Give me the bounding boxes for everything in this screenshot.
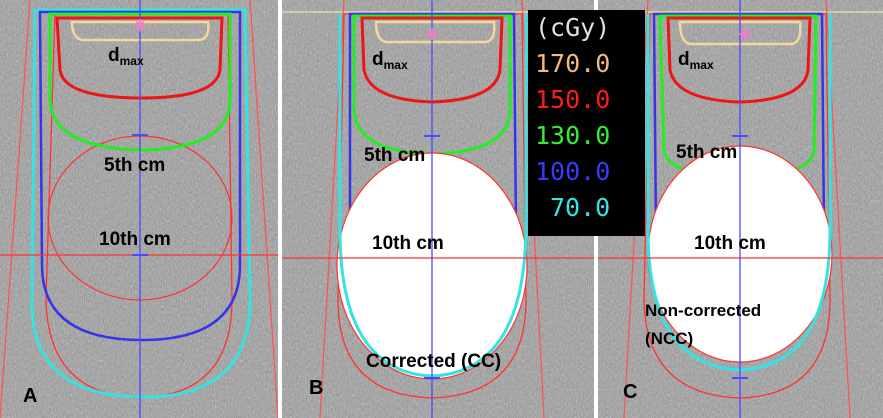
panel-a-image [0,0,278,418]
legend-entry-70: 70.0 [550,193,611,222]
depth-10-label: 10th cm [372,233,444,254]
dmax-label: dmax [108,45,144,68]
isodose-70-line [30,8,252,399]
depth-10-label: 10th cm [694,233,766,254]
isodose-170-line [374,20,496,44]
depth-5-label: 5th cm [676,142,738,163]
legend-entry-170: 170.0 [535,49,611,78]
legend-entry-130: 130.0 [535,121,611,150]
legend-unit: (cGy) [535,13,611,42]
dmax-star-icon [426,28,438,40]
dmax-star-icon [134,19,146,31]
panel-c: dmax 5th cm 10th cm Non-corrected (NCC) … [598,0,883,418]
corrected-label: Corrected (CC) [366,351,502,372]
depth-5-label: 5th cm [364,145,426,166]
dose-legend: (cGy) 170.0 150.0 130.0 100.0 70.0 [528,10,645,236]
depth-5-label: 5th cm [104,155,166,176]
panel-letter: B [309,377,324,399]
isodose-100-line [38,10,242,342]
non-corrected-label: Non-corrected [645,301,762,320]
dmax-label: dmax [678,49,714,72]
non-corrected-abbrev: (NCC) [645,329,694,348]
legend-entry-150: 150.0 [535,85,611,114]
dmax-star-icon [739,28,751,40]
panel-c-image [598,0,883,418]
isodose-170-line [678,20,802,46]
field-edge-right [249,0,278,418]
depth-10-label: 10th cm [99,229,171,250]
field-edge-left [0,0,31,418]
isodose-130-line [48,12,232,152]
isodose-170-line [70,20,210,42]
panel-letter: C [623,381,638,403]
panel-letter: A [23,385,38,407]
legend-entry-100: 100.0 [535,157,611,186]
dmax-label: dmax [372,49,408,72]
isodose-150-line [55,16,224,100]
panel-a: dmax 5th cm 10th cm A [0,0,278,418]
